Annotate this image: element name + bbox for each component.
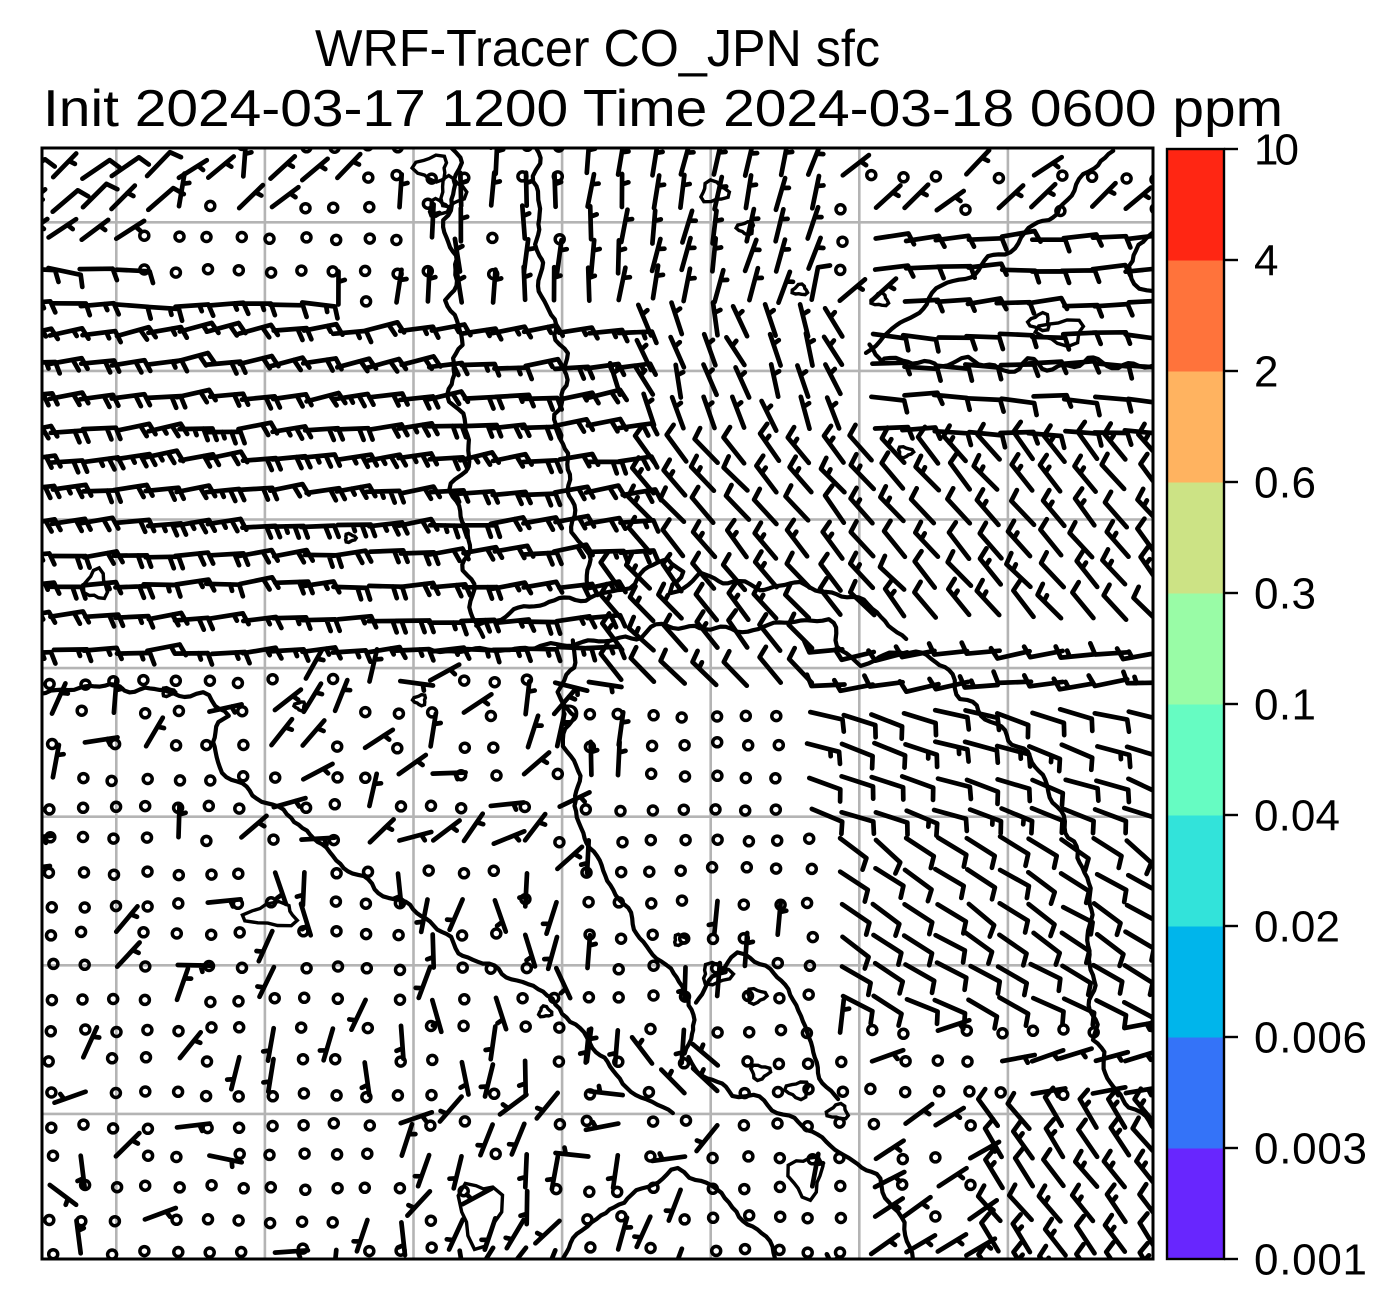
svg-text:10: 10 — [1254, 126, 1299, 175]
svg-text:0.6: 0.6 — [1254, 459, 1316, 508]
svg-text:Init 2024-03-17 1200 Time 2024: Init 2024-03-17 1200 Time 2024-03-18 060… — [43, 80, 1283, 138]
svg-text:D: D — [560, 699, 580, 729]
svg-text:0.3: 0.3 — [1254, 570, 1316, 619]
svg-text:0.003: 0.003 — [1254, 1125, 1367, 1174]
svg-text:0.04: 0.04 — [1254, 792, 1340, 841]
svg-text:4: 4 — [1254, 237, 1278, 286]
svg-text:WRF-Tracer CO_JPN sfc: WRF-Tracer CO_JPN sfc — [315, 20, 880, 78]
svg-text:0.02: 0.02 — [1254, 903, 1340, 952]
svg-text:2: 2 — [1254, 348, 1278, 397]
svg-text:0.001: 0.001 — [1254, 1236, 1367, 1285]
svg-text:0.1: 0.1 — [1254, 681, 1316, 730]
svg-text:0.006: 0.006 — [1254, 1014, 1367, 1063]
